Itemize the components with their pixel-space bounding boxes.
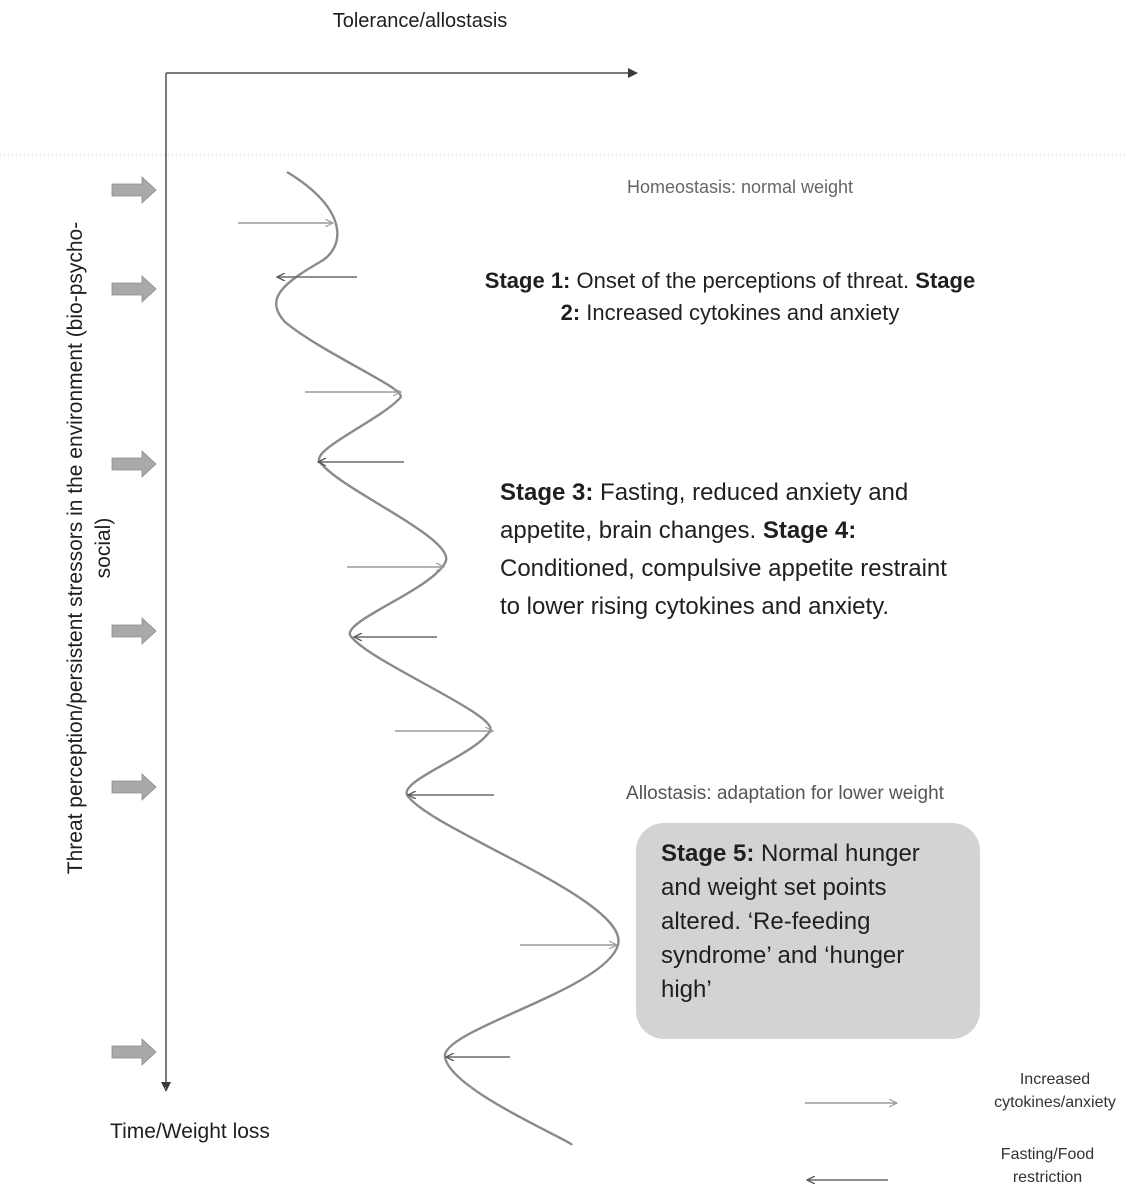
homeostasis-label: Homeostasis: normal weight xyxy=(626,177,854,197)
stage-2-heading: Stage 2: xyxy=(560,268,976,325)
stressor-arrow-icon xyxy=(111,617,157,645)
stressor-arrow-icon xyxy=(111,773,157,801)
stage-4-description: Conditioned, compulsive appetite restrai… xyxy=(500,555,947,620)
top-axis-title: Tolerance/allostasis xyxy=(332,10,508,32)
stage-5-box xyxy=(636,823,980,1039)
stressor-arrow-icon xyxy=(111,176,157,204)
stage-1-description: Onset of the perceptions of threat. xyxy=(570,268,916,293)
stressor-arrow-icon xyxy=(111,1038,157,1066)
stage-5-text: Stage 5: Normal hunger and weight set po… xyxy=(661,837,961,1007)
bottom-axis-title: Time/Weight loss xyxy=(110,1120,270,1143)
legend-increase-label: Increased cytokines/anxiety xyxy=(994,1071,1116,1111)
stage-5-heading: Stage 5: xyxy=(661,840,755,867)
tolerance-wave xyxy=(274,170,620,1146)
stage-3-4-text: Stage 3: Fasting, reduced anxiety and ap… xyxy=(500,474,970,626)
stage-1-2-text: Stage 1: Onset of the perceptions of thr… xyxy=(480,265,980,329)
stage-2-description: Increased cytokines and anxiety xyxy=(580,300,900,325)
stage-3-heading: Stage 3: xyxy=(500,479,594,506)
stage-3-description: Fasting, reduced anxiety and appetite, b… xyxy=(500,479,909,544)
allostasis-label: Allostasis: adaptation for lower weight xyxy=(626,783,944,804)
stage-4-heading: Stage 4: xyxy=(762,517,857,544)
stage-1-heading: Stage 1: xyxy=(484,268,571,293)
stressor-arrows xyxy=(111,176,157,1066)
legend-fasting-label: Fasting/Food restriction xyxy=(1000,1146,1095,1186)
side-axis-title: Threat perception/persistent stressors i… xyxy=(64,221,115,875)
stressor-arrow-icon xyxy=(111,275,157,303)
fasting-arrows xyxy=(277,277,510,1057)
cytokine-arrows xyxy=(238,223,617,945)
stage-5-description: Normal hunger and weight set points alte… xyxy=(661,840,920,1003)
stressor-arrow-icon xyxy=(111,450,157,478)
